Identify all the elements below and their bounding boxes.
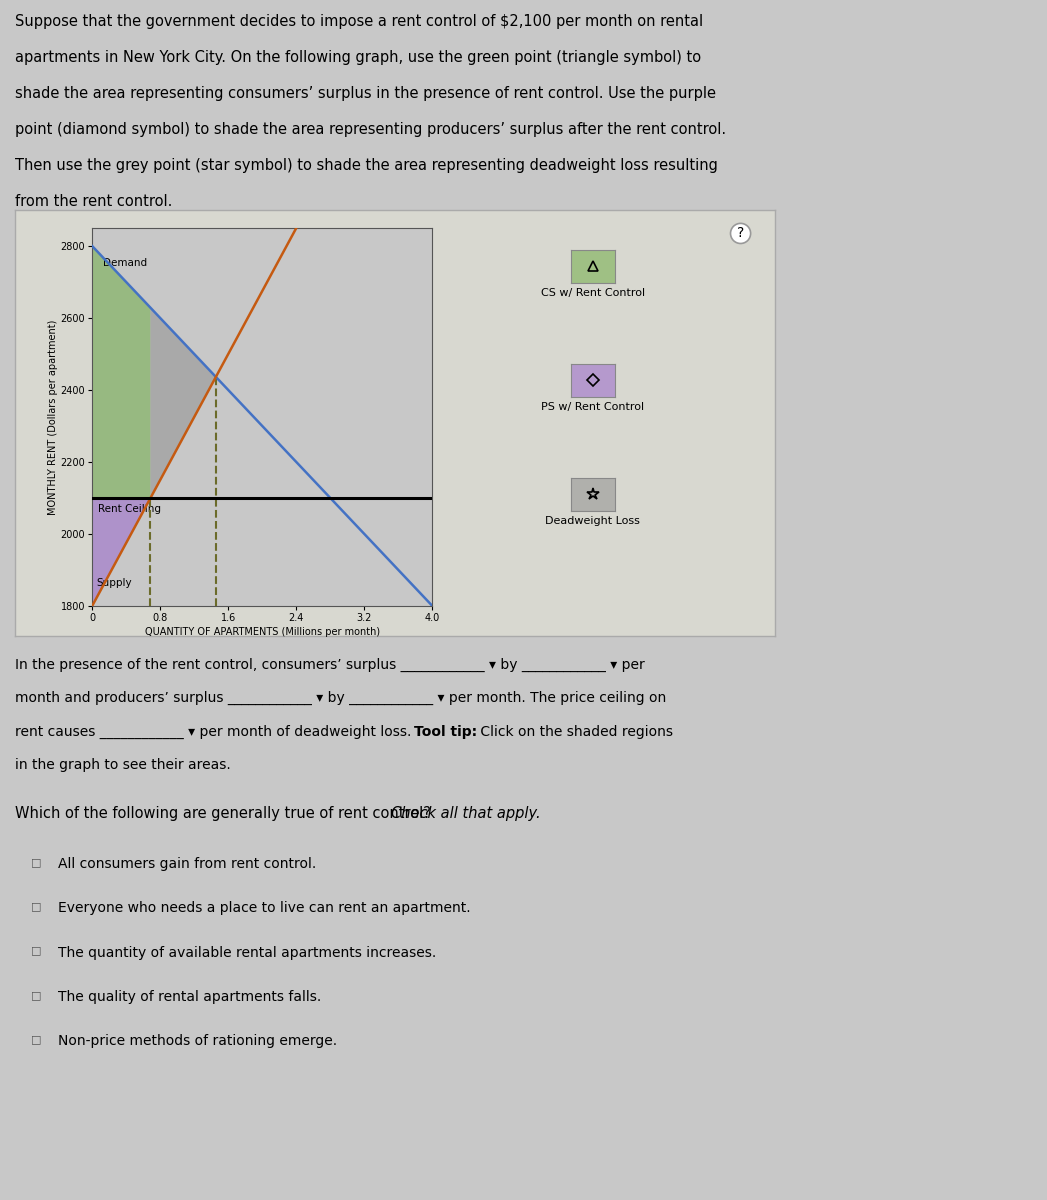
Text: The quality of rental apartments falls.: The quality of rental apartments falls. — [58, 990, 320, 1004]
Text: In the presence of the rent control, consumers’ surplus ____________ ▾ by ______: In the presence of the rent control, con… — [15, 658, 644, 672]
Text: □: □ — [31, 1034, 42, 1044]
Text: PS w/ Rent Control: PS w/ Rent Control — [541, 402, 644, 412]
Text: in the graph to see their areas.: in the graph to see their areas. — [15, 758, 230, 773]
Text: Click on the shaded regions: Click on the shaded regions — [476, 725, 673, 739]
Text: CS w/ Rent Control: CS w/ Rent Control — [540, 288, 645, 298]
Text: Supply: Supply — [96, 578, 132, 588]
Text: Suppose that the government decides to impose a rent control of $2,100 per month: Suppose that the government decides to i… — [15, 14, 703, 29]
Text: □: □ — [31, 990, 42, 1000]
Text: Which of the following are generally true of rent control?: Which of the following are generally tru… — [15, 806, 436, 821]
Text: □: □ — [31, 946, 42, 955]
X-axis label: QUANTITY OF APARTMENTS (Millions per month): QUANTITY OF APARTMENTS (Millions per mon… — [144, 628, 380, 637]
Y-axis label: MONTHLY RENT (Dollars per apartment): MONTHLY RENT (Dollars per apartment) — [48, 319, 58, 515]
Text: rent causes ____________ ▾ per month of deadweight loss.: rent causes ____________ ▾ per month of … — [15, 725, 416, 739]
Text: Tool tip:: Tool tip: — [414, 725, 476, 739]
Text: Then use the grey point (star symbol) to shade the area representing deadweight : Then use the grey point (star symbol) to… — [15, 158, 717, 174]
Polygon shape — [151, 307, 216, 498]
Text: apartments in New York City. On the following graph, use the green point (triang: apartments in New York City. On the foll… — [15, 50, 700, 65]
Text: Everyone who needs a place to live can rent an apartment.: Everyone who needs a place to live can r… — [58, 901, 470, 916]
Text: Non-price methods of rationing emerge.: Non-price methods of rationing emerge. — [58, 1034, 337, 1049]
Text: Deadweight Loss: Deadweight Loss — [545, 516, 640, 526]
Polygon shape — [92, 498, 151, 606]
Text: The quantity of available rental apartments increases.: The quantity of available rental apartme… — [58, 946, 436, 960]
Text: month and producers’ surplus ____________ ▾ by ____________ ▾ per month. The pri: month and producers’ surplus ___________… — [15, 691, 666, 706]
Text: Demand: Demand — [104, 258, 148, 268]
Text: Rent Ceiling: Rent Ceiling — [98, 504, 161, 514]
Text: All consumers gain from rent control.: All consumers gain from rent control. — [58, 857, 316, 871]
Text: Check all that apply.: Check all that apply. — [392, 806, 541, 821]
Text: point (diamond symbol) to shade the area representing producers’ surplus after t: point (diamond symbol) to shade the area… — [15, 122, 726, 137]
Text: shade the area representing consumers’ surplus in the presence of rent control. : shade the area representing consumers’ s… — [15, 86, 716, 102]
Text: from the rent control.: from the rent control. — [15, 194, 172, 209]
Text: □: □ — [31, 857, 42, 866]
Text: □: □ — [31, 901, 42, 911]
Text: ?: ? — [737, 227, 744, 240]
Polygon shape — [92, 246, 151, 498]
